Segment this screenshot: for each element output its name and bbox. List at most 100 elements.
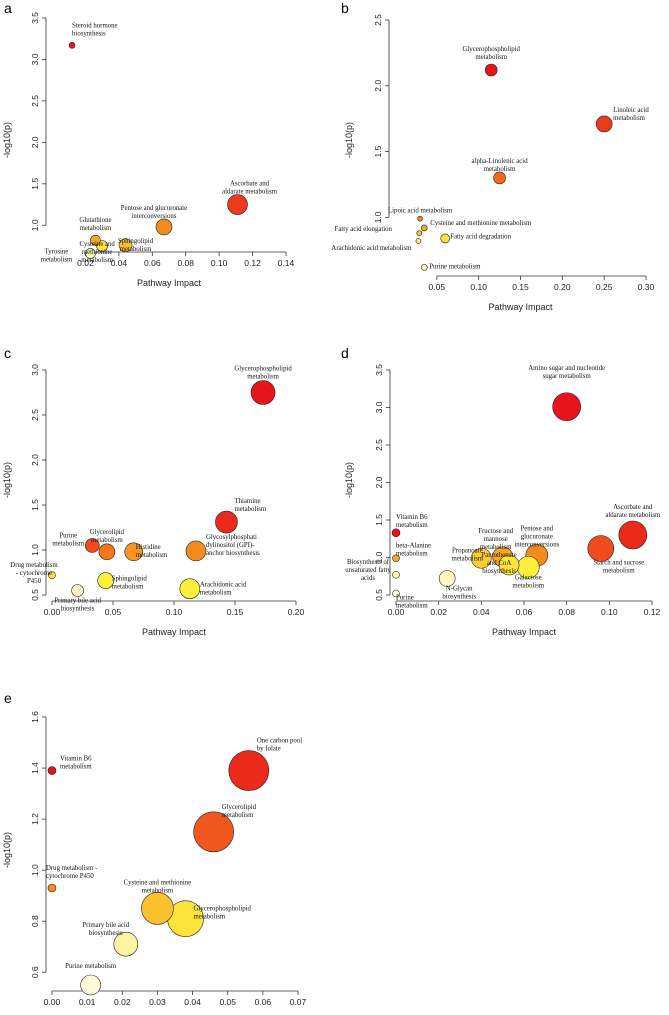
point-label: Cysteine and methionine metabolism — [124, 879, 192, 894]
y-tick-label: 1.0 — [30, 544, 40, 556]
point-label: Vitamin B6 metabolism — [60, 756, 92, 771]
bubble-amino-sugar-and-nucleotide-sugar-metabolism — [552, 392, 581, 422]
bubble-one-carbon-pool-by-folate — [228, 750, 270, 791]
y-tick-label: 1.0 — [30, 219, 40, 231]
point-label: Purine metabolism — [52, 533, 84, 548]
x-tick-label: 0.05 — [429, 282, 446, 292]
x-tick-label: 0.10 — [601, 607, 618, 617]
bubble-alpha-linolenic-acid-metabolism — [493, 171, 506, 185]
y-tick-label: 2.0 — [373, 80, 383, 92]
point-label: Glycosylphosphati dylinositol (GPI)-ancho… — [206, 534, 260, 557]
point-label: Propanoate metabolism — [451, 547, 483, 562]
point-label: Glycerolipid metabolism — [222, 804, 257, 819]
x-tick-label: 0.02 — [77, 258, 94, 268]
point-label: Glycerophospholipid metabolism — [463, 46, 521, 61]
point-label: Fatty acid elongation — [335, 226, 393, 233]
bubble-ascorbate-and-aldarate-metabolism — [618, 520, 648, 550]
y-tick-label: 1.5 — [374, 514, 384, 526]
panel-letter: b — [341, 0, 349, 16]
point-label: alpha-Linolenic acid metabolism — [472, 158, 529, 173]
x-tick-label: 0.08 — [177, 258, 194, 268]
x-tick-label: 0.30 — [638, 282, 655, 292]
x-tick-label: 0.12 — [244, 258, 261, 268]
panel-e: e 0.00 0.01 0.02 0.03 0.04 0.05 0.06 0.07 0.6 0.8 1… — [2, 690, 307, 1007]
point-label: Purine metabolism — [396, 595, 428, 610]
point-label: Steroid hormone biosynthesis — [72, 22, 118, 37]
point-label: Lipoic acid metabolism — [388, 208, 453, 215]
point-label: Cysteine and methionine metabolism — [430, 220, 532, 227]
point-label: Glycerophospholipid metabolism — [194, 906, 252, 921]
point-label: Arachidonic acid metabolism — [200, 582, 247, 597]
x-tick-label: 0.12 — [644, 607, 661, 617]
bubble-vitamin-b6-metabolism — [391, 528, 401, 538]
point-label: Primary bile acid biosynthesis — [54, 598, 101, 613]
bubble-purine-metabolism — [420, 264, 428, 271]
point-label: Linoleic acid metabolism — [613, 107, 649, 122]
y-tick-label: 3.0 — [30, 364, 40, 376]
x-tick-label: 0.04 — [184, 997, 201, 1007]
bubble-pantothenate-and-coa-biosynthesis — [498, 554, 520, 576]
y-tick-label: 1.4 — [30, 762, 40, 774]
bubble-cysteine-and-methionine-metabolism — [141, 892, 174, 925]
bubble-fatty-acid-elongation — [416, 230, 423, 236]
x-tick-label: 0.14 — [278, 258, 295, 268]
x-tick-label: 0.25 — [596, 282, 613, 292]
bubble-primary-bile-acid-biosynthesis — [113, 931, 139, 957]
x-tick-label: 0.04 — [111, 258, 128, 268]
bubble-purine-metabolism — [80, 974, 101, 996]
bubble-arachidonic-acid-metabolism — [179, 578, 201, 600]
panel-letter: e — [4, 690, 12, 706]
panel-letter: d — [341, 345, 349, 361]
x-tick-label: 0.07 — [290, 997, 307, 1007]
bubble-tyrosine-metabolism — [85, 248, 96, 259]
y-tick-label: 1.5 — [373, 145, 383, 157]
y-tick-label: 2.5 — [374, 439, 384, 451]
point-label: Purine metabolism — [65, 963, 117, 970]
bubble-ascorbate-and-aldarate-metabolism — [227, 194, 248, 215]
y-tick-label: 0.5 — [30, 589, 40, 601]
y-tick-label: 1.5 — [30, 178, 40, 190]
point-label: Glutathione metabolism — [79, 217, 112, 232]
y-tick-label: 0.8 — [30, 915, 40, 927]
point-label: Vitamin B6 metabolism — [396, 514, 428, 529]
point-label: beta-Alanine metabolism — [396, 542, 431, 557]
bubble-glutathione-metabolism — [90, 234, 101, 246]
point-label: One carbon pool by folate — [257, 738, 302, 753]
point-label: Primary bile acid biosynthesis — [82, 922, 129, 937]
x-tick-label: 0.01 — [79, 997, 96, 1007]
x-tick-label: 0.10 — [470, 282, 487, 292]
bubble-beta-alanine-metabolism — [392, 554, 400, 563]
point-label: Drug metabolism -cytochrome P450 — [46, 865, 98, 880]
point-label: Sphingolipid metabolism — [112, 576, 148, 591]
y-tick-label: 1.0 — [30, 864, 40, 876]
point-label: Ascorbate and aldarate metabolism — [605, 504, 661, 519]
panel-c: c 0.00 0.05 0.10 0.15 0.20 0.5 1.0 1.5 2.0 2.5 3.0 P… — [2, 345, 305, 637]
bubble-drug-metabolism-cytochrome-p450 — [48, 571, 56, 580]
point-label: Amino sugar and nucleotide sugar metaboli… — [528, 365, 605, 380]
y-tick-label: 0.5 — [374, 589, 384, 601]
x-tick-label: 0.20 — [288, 607, 305, 617]
x-axis-title: Pathway Impact — [137, 278, 202, 288]
x-tick-label: 0.02 — [430, 607, 447, 617]
bubble-primary-bile-acid-biosynthesis — [71, 584, 84, 597]
bubble-thiamine-metabolism — [215, 510, 238, 534]
bubble-purine-metabolism — [84, 538, 100, 553]
y-tick-label: 2.0 — [374, 476, 384, 488]
bubble-purine-metabolism — [392, 589, 400, 598]
x-tick-label: 0.00 — [44, 607, 61, 617]
x-tick-label: 0.06 — [516, 607, 533, 617]
point-label: Sphingolipid metabolism — [118, 238, 154, 253]
point-label: Tyrosine metabolism — [41, 248, 73, 263]
bubble-fatty-acid-degradation — [440, 233, 451, 244]
bubble-glycerophospholipid-metabolism — [484, 63, 498, 77]
bubble-glycerolipid-metabolism — [193, 811, 234, 853]
panel-letter: a — [4, 0, 12, 16]
y-axis-title: -log10(p) — [2, 122, 12, 158]
y-tick-label: 2.5 — [373, 14, 383, 26]
bubble-sphingolipid-metabolism — [97, 572, 114, 589]
bubble-starch-and-sucrose-metabolism — [587, 535, 615, 562]
y-axis-title: -log10(p) — [344, 462, 354, 498]
x-tick-label: 0.00 — [44, 997, 61, 1007]
x-tick-label: 0.10 — [166, 607, 183, 617]
x-tick-label: 0.06 — [144, 258, 161, 268]
